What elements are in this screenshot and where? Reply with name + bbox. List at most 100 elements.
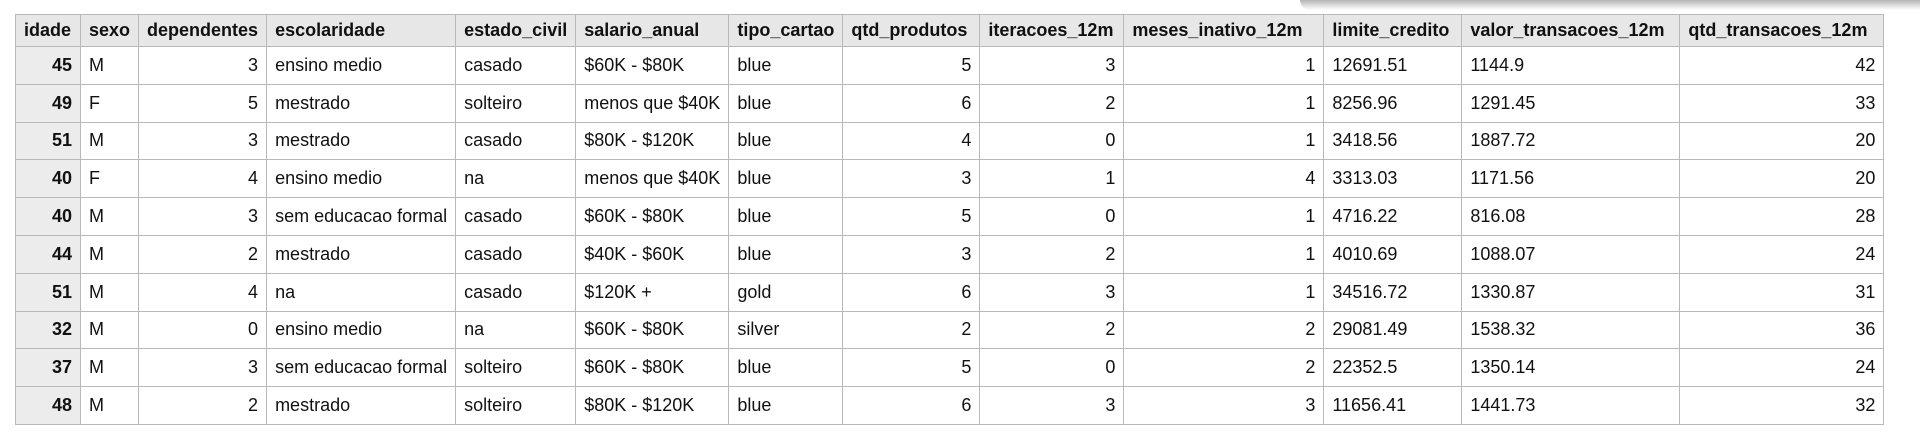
table-cell-qtd_produtos[interactable]: 5 xyxy=(842,197,981,236)
table-cell-limite_credito[interactable]: 12691.51 xyxy=(1323,46,1463,85)
table-cell-escolaridade[interactable]: ensino medio xyxy=(266,310,457,350)
table-cell-qtd_transacoes_12m[interactable]: 20 xyxy=(1679,121,1885,161)
column-header-tipo_cartao[interactable]: tipo_cartao xyxy=(728,14,844,47)
table-cell-dependentes[interactable]: 2 xyxy=(138,234,268,274)
table-cell-tipo_cartao[interactable]: blue xyxy=(728,348,844,388)
column-header-idade[interactable]: idade xyxy=(15,14,81,47)
table-cell-qtd_transacoes_12m[interactable]: 20 xyxy=(1679,159,1885,199)
row-index-cell[interactable]: 32 xyxy=(15,310,81,350)
table-cell-limite_credito[interactable]: 4716.22 xyxy=(1323,197,1463,236)
table-cell-estado_civil[interactable]: solteiro xyxy=(455,386,577,425)
table-cell-meses_inativo_12m[interactable]: 2 xyxy=(1123,348,1325,388)
table-cell-dependentes[interactable]: 4 xyxy=(138,272,268,312)
table-cell-dependentes[interactable]: 4 xyxy=(138,159,268,199)
table-cell-salario_anual[interactable]: $60K - $80K xyxy=(575,46,730,85)
table-cell-qtd_produtos[interactable]: 3 xyxy=(842,234,981,274)
table-cell-valor_transacoes_12m[interactable]: 1350.14 xyxy=(1461,348,1681,388)
table-cell-salario_anual[interactable]: $80K - $120K xyxy=(575,121,730,161)
table-cell-meses_inativo_12m[interactable]: 1 xyxy=(1123,272,1325,312)
table-cell-sexo[interactable]: M xyxy=(79,234,140,274)
table-cell-qtd_produtos[interactable]: 5 xyxy=(842,348,981,388)
table-cell-dependentes[interactable]: 3 xyxy=(138,348,268,388)
table-cell-meses_inativo_12m[interactable]: 4 xyxy=(1123,159,1325,199)
table-cell-estado_civil[interactable]: casado xyxy=(455,46,577,85)
table-cell-limite_credito[interactable]: 8256.96 xyxy=(1323,83,1463,123)
table-cell-iteracoes_12m[interactable]: 3 xyxy=(979,386,1125,425)
row-index-cell[interactable]: 51 xyxy=(15,121,81,161)
table-cell-sexo[interactable]: M xyxy=(79,197,140,236)
table-cell-dependentes[interactable]: 5 xyxy=(138,83,268,123)
table-cell-qtd_transacoes_12m[interactable]: 31 xyxy=(1679,272,1885,312)
table-cell-salario_anual[interactable]: $60K - $80K xyxy=(575,197,730,236)
row-index-cell[interactable]: 44 xyxy=(15,234,81,274)
column-header-dependentes[interactable]: dependentes xyxy=(138,14,268,47)
table-cell-escolaridade[interactable]: ensino medio xyxy=(266,46,457,85)
table-cell-iteracoes_12m[interactable]: 1 xyxy=(979,159,1125,199)
table-cell-iteracoes_12m[interactable]: 3 xyxy=(979,272,1125,312)
column-header-escolaridade[interactable]: escolaridade xyxy=(266,14,457,47)
table-cell-salario_anual[interactable]: $60K - $80K xyxy=(575,348,730,388)
table-cell-salario_anual[interactable]: $40K - $60K xyxy=(575,234,730,274)
column-header-sexo[interactable]: sexo xyxy=(79,14,140,47)
table-cell-estado_civil[interactable]: casado xyxy=(455,121,577,161)
table-cell-valor_transacoes_12m[interactable]: 1291.45 xyxy=(1461,83,1681,123)
table-cell-limite_credito[interactable]: 34516.72 xyxy=(1323,272,1463,312)
row-index-cell[interactable]: 45 xyxy=(15,46,81,85)
table-cell-tipo_cartao[interactable]: silver xyxy=(728,310,844,350)
table-cell-valor_transacoes_12m[interactable]: 1887.72 xyxy=(1461,121,1681,161)
table-cell-escolaridade[interactable]: mestrado xyxy=(266,121,457,161)
table-cell-sexo[interactable]: M xyxy=(79,46,140,85)
row-index-cell[interactable]: 37 xyxy=(15,348,81,388)
table-cell-valor_transacoes_12m[interactable]: 1538.32 xyxy=(1461,310,1681,350)
table-cell-estado_civil[interactable]: solteiro xyxy=(455,83,577,123)
table-cell-qtd_transacoes_12m[interactable]: 33 xyxy=(1679,83,1885,123)
table-cell-salario_anual[interactable]: $60K - $80K xyxy=(575,310,730,350)
table-cell-valor_transacoes_12m[interactable]: 1330.87 xyxy=(1461,272,1681,312)
table-cell-qtd_transacoes_12m[interactable]: 36 xyxy=(1679,310,1885,350)
table-cell-qtd_produtos[interactable]: 4 xyxy=(842,121,981,161)
table-cell-estado_civil[interactable]: na xyxy=(455,310,577,350)
table-cell-qtd_transacoes_12m[interactable]: 32 xyxy=(1679,386,1885,425)
table-cell-tipo_cartao[interactable]: blue xyxy=(728,386,844,425)
table-cell-iteracoes_12m[interactable]: 2 xyxy=(979,83,1125,123)
table-cell-qtd_transacoes_12m[interactable]: 42 xyxy=(1679,46,1885,85)
table-cell-tipo_cartao[interactable]: blue xyxy=(728,46,844,85)
table-cell-valor_transacoes_12m[interactable]: 1171.56 xyxy=(1461,159,1681,199)
table-cell-valor_transacoes_12m[interactable]: 1144.9 xyxy=(1461,46,1681,85)
row-index-cell[interactable]: 51 xyxy=(15,272,81,312)
table-cell-salario_anual[interactable]: menos que $40K xyxy=(575,83,730,123)
table-cell-sexo[interactable]: M xyxy=(79,386,140,425)
table-cell-escolaridade[interactable]: sem educacao formal xyxy=(266,197,457,236)
table-cell-iteracoes_12m[interactable]: 3 xyxy=(979,46,1125,85)
table-cell-estado_civil[interactable]: casado xyxy=(455,197,577,236)
table-cell-tipo_cartao[interactable]: blue xyxy=(728,234,844,274)
table-cell-qtd_transacoes_12m[interactable]: 24 xyxy=(1679,348,1885,388)
table-cell-limite_credito[interactable]: 11656.41 xyxy=(1323,386,1463,425)
table-cell-qtd_transacoes_12m[interactable]: 24 xyxy=(1679,234,1885,274)
table-cell-escolaridade[interactable]: mestrado xyxy=(266,386,457,425)
table-cell-qtd_produtos[interactable]: 6 xyxy=(842,272,981,312)
table-cell-iteracoes_12m[interactable]: 0 xyxy=(979,197,1125,236)
table-cell-limite_credito[interactable]: 22352.5 xyxy=(1323,348,1463,388)
table-cell-limite_credito[interactable]: 4010.69 xyxy=(1323,234,1463,274)
table-cell-limite_credito[interactable]: 3313.03 xyxy=(1323,159,1463,199)
column-header-estado_civil[interactable]: estado_civil xyxy=(455,14,577,47)
table-cell-meses_inativo_12m[interactable]: 1 xyxy=(1123,46,1325,85)
table-cell-tipo_cartao[interactable]: gold xyxy=(728,272,844,312)
table-cell-tipo_cartao[interactable]: blue xyxy=(728,159,844,199)
table-cell-dependentes[interactable]: 3 xyxy=(138,121,268,161)
table-cell-dependentes[interactable]: 3 xyxy=(138,46,268,85)
table-cell-qtd_transacoes_12m[interactable]: 28 xyxy=(1679,197,1885,236)
table-cell-sexo[interactable]: F xyxy=(79,83,140,123)
table-cell-estado_civil[interactable]: na xyxy=(455,159,577,199)
table-cell-limite_credito[interactable]: 29081.49 xyxy=(1323,310,1463,350)
table-cell-meses_inativo_12m[interactable]: 2 xyxy=(1123,310,1325,350)
table-cell-meses_inativo_12m[interactable]: 1 xyxy=(1123,234,1325,274)
table-cell-sexo[interactable]: M xyxy=(79,121,140,161)
table-cell-qtd_produtos[interactable]: 6 xyxy=(842,83,981,123)
table-cell-escolaridade[interactable]: na xyxy=(266,272,457,312)
table-cell-meses_inativo_12m[interactable]: 1 xyxy=(1123,197,1325,236)
row-index-cell[interactable]: 48 xyxy=(15,386,81,425)
column-header-qtd_transacoes_12m[interactable]: qtd_transacoes_12m xyxy=(1679,14,1885,47)
table-cell-salario_anual[interactable]: $120K + xyxy=(575,272,730,312)
